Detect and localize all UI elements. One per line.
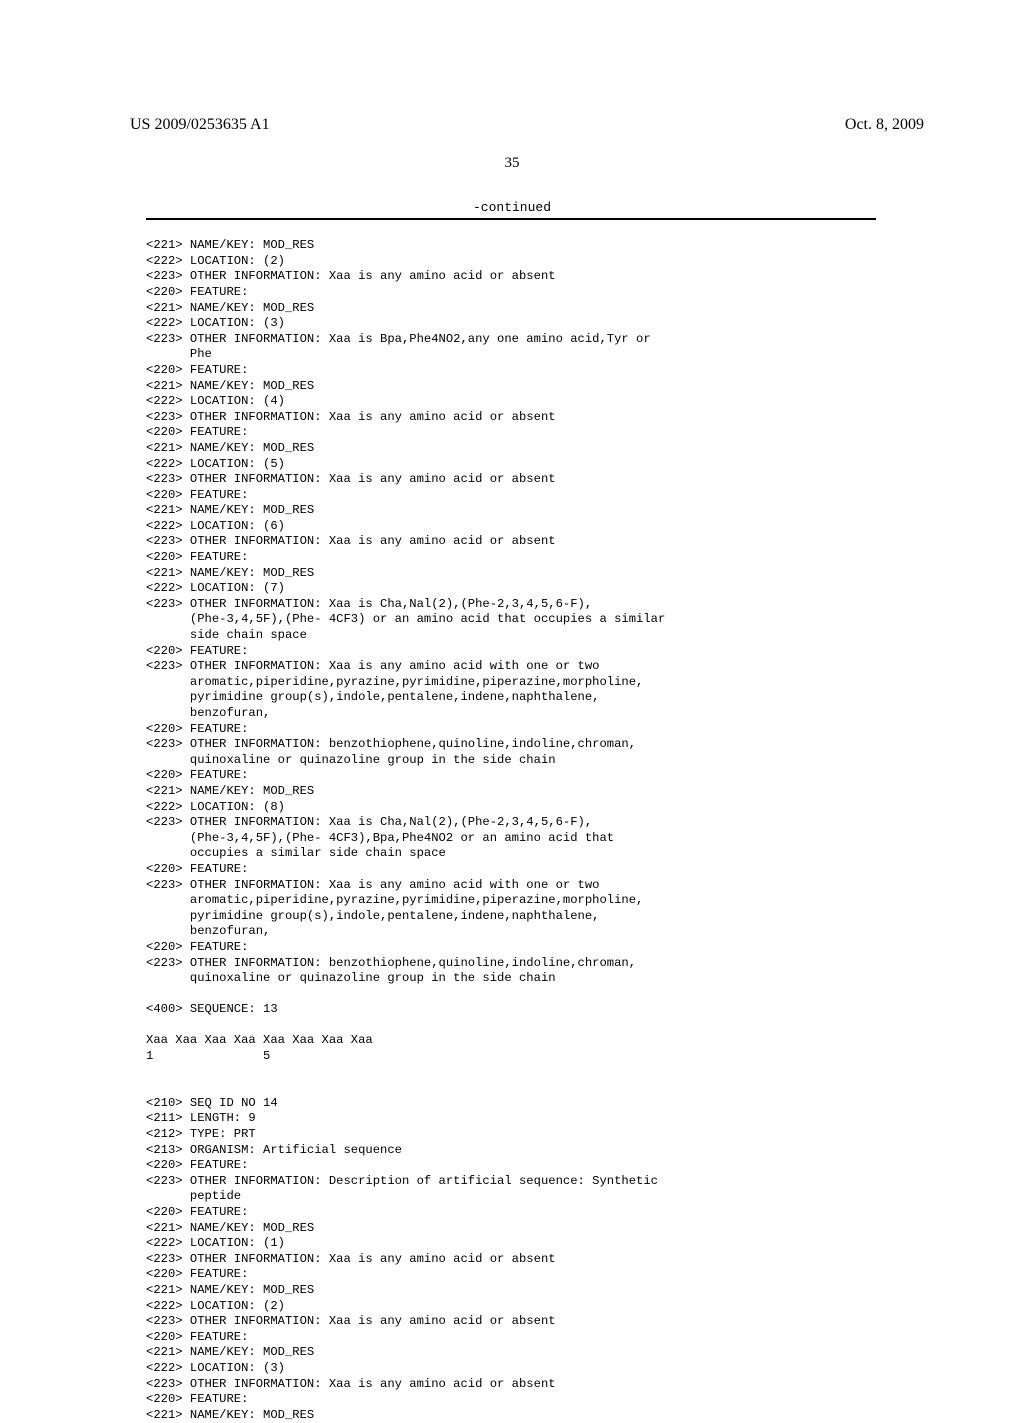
continued-label: -continued: [0, 200, 1024, 215]
page-number: 35: [0, 155, 1024, 172]
header-date: Oct. 8, 2009: [845, 116, 924, 134]
header-publication-number: US 2009/0253635 A1: [130, 116, 270, 134]
sequence-listing: <221> NAME/KEY: MOD_RES <222> LOCATION: …: [146, 238, 876, 1423]
horizontal-rule: [146, 218, 876, 220]
page: US 2009/0253635 A1 Oct. 8, 2009 35 -cont…: [0, 0, 1024, 1320]
